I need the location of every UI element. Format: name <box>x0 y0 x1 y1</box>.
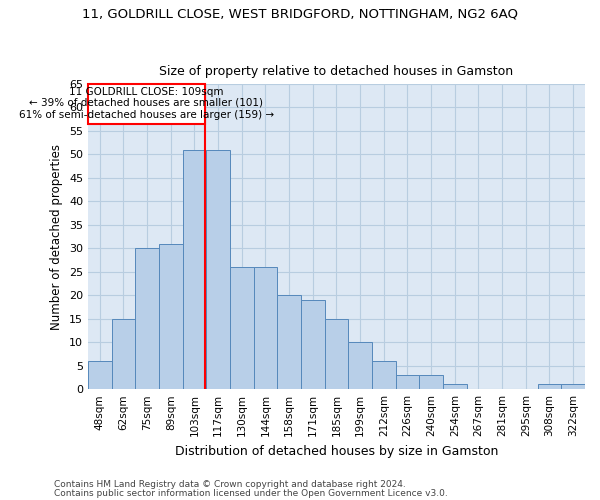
Bar <box>88 361 112 389</box>
Bar <box>395 375 419 389</box>
Bar <box>325 318 349 389</box>
Bar <box>538 384 562 389</box>
Text: Contains public sector information licensed under the Open Government Licence v3: Contains public sector information licen… <box>54 488 448 498</box>
Bar <box>419 375 443 389</box>
Text: 11, GOLDRILL CLOSE, WEST BRIDGFORD, NOTTINGHAM, NG2 6AQ: 11, GOLDRILL CLOSE, WEST BRIDGFORD, NOTT… <box>82 8 518 20</box>
Bar <box>443 384 467 389</box>
Text: ← 39% of detached houses are smaller (101): ← 39% of detached houses are smaller (10… <box>29 98 263 108</box>
Bar <box>562 384 585 389</box>
Title: Size of property relative to detached houses in Gamston: Size of property relative to detached ho… <box>160 66 514 78</box>
Bar <box>230 267 254 389</box>
Bar <box>112 318 136 389</box>
Bar <box>349 342 372 389</box>
Bar <box>277 295 301 389</box>
Text: Contains HM Land Registry data © Crown copyright and database right 2024.: Contains HM Land Registry data © Crown c… <box>54 480 406 489</box>
X-axis label: Distribution of detached houses by size in Gamston: Distribution of detached houses by size … <box>175 444 498 458</box>
Text: 11 GOLDRILL CLOSE: 109sqm: 11 GOLDRILL CLOSE: 109sqm <box>69 88 224 98</box>
FancyBboxPatch shape <box>88 84 205 124</box>
Bar <box>206 150 230 389</box>
Bar <box>136 248 159 389</box>
Bar <box>372 361 395 389</box>
Bar <box>159 244 182 389</box>
Text: 61% of semi-detached houses are larger (159) →: 61% of semi-detached houses are larger (… <box>19 110 274 120</box>
Bar <box>301 300 325 389</box>
Bar <box>182 150 206 389</box>
Y-axis label: Number of detached properties: Number of detached properties <box>50 144 64 330</box>
Bar <box>254 267 277 389</box>
